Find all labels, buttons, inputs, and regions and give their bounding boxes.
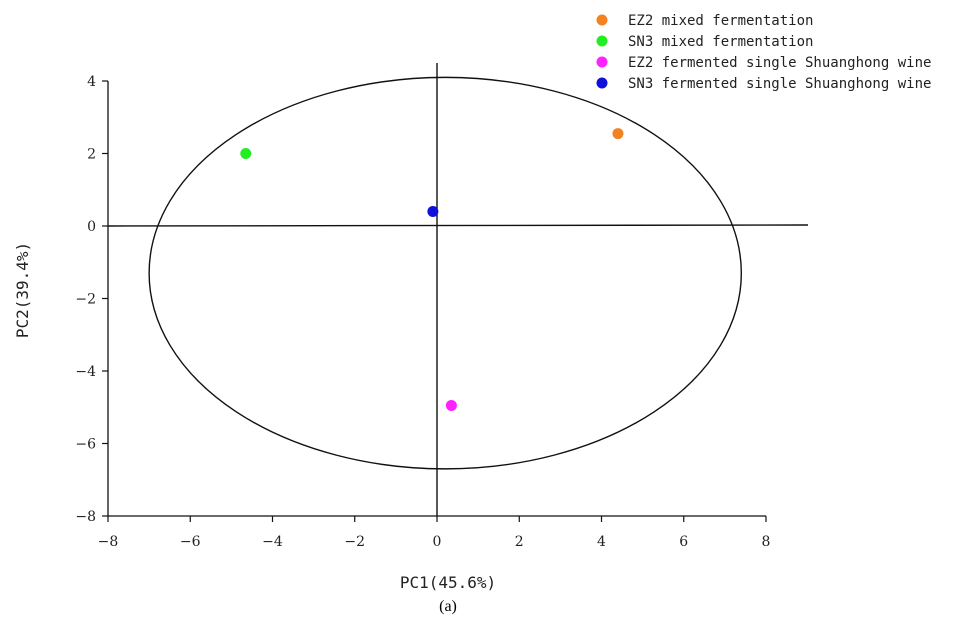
x-tick-label: −2 bbox=[344, 534, 365, 550]
y-tick-label: 4 bbox=[87, 74, 96, 90]
y-tick-label: −6 bbox=[75, 437, 96, 453]
x-tick-label: −6 bbox=[180, 534, 201, 550]
legend-marker-4 bbox=[596, 77, 608, 89]
x-tick-label: 4 bbox=[597, 534, 606, 550]
legend-label-4: SN3 fermented single Shuanghong wine bbox=[628, 76, 931, 92]
confidence-ellipse-layer bbox=[148, 76, 743, 470]
x-axis-title: PC1(45.6%) bbox=[400, 573, 496, 592]
legend-label-1: EZ2 mixed fermentation bbox=[628, 13, 813, 29]
axes-layer bbox=[102, 80, 767, 522]
data-point-series-2 bbox=[240, 148, 252, 159]
horizontal-reference-line bbox=[107, 224, 809, 227]
y-tick-label: −4 bbox=[75, 364, 96, 380]
y-axis-title: PC2(39.4%) bbox=[13, 242, 32, 338]
x-tick-label: 6 bbox=[679, 534, 688, 550]
x-tick-label: 0 bbox=[433, 534, 442, 550]
tick-labels-layer: −8 −6 −4 −2 0 2 4 6 8 −8 −6 −4 −2 0 2 4 bbox=[75, 74, 770, 550]
y-tick-label: 0 bbox=[87, 219, 96, 235]
y-tick-label: −2 bbox=[75, 292, 96, 308]
legend-label-2: SN3 mixed fermentation bbox=[628, 34, 813, 50]
legend-marker-2 bbox=[596, 35, 608, 47]
legend-marker-1 bbox=[596, 14, 608, 26]
x-tick-label: 2 bbox=[515, 534, 524, 550]
legend-marker-3 bbox=[596, 56, 608, 68]
x-tick-label: −4 bbox=[262, 534, 283, 550]
data-point-series-1 bbox=[612, 128, 624, 140]
x-tick-label: −8 bbox=[98, 534, 119, 550]
y-tick-label: 2 bbox=[87, 147, 96, 163]
legend-label-3: EZ2 fermented single Shuanghong wine bbox=[628, 55, 931, 71]
data-points-layer bbox=[240, 128, 624, 411]
confidence-ellipse bbox=[148, 76, 743, 470]
x-tick-label: 8 bbox=[762, 534, 771, 550]
y-tick-label: −8 bbox=[75, 509, 96, 525]
legend: EZ2 mixed fermentation SN3 mixed fermenta… bbox=[596, 13, 931, 92]
reference-lines-layer bbox=[107, 63, 809, 516]
data-point-series-4 bbox=[427, 206, 439, 217]
figure-caption: (a) bbox=[439, 598, 457, 615]
data-point-series-3 bbox=[445, 399, 457, 411]
